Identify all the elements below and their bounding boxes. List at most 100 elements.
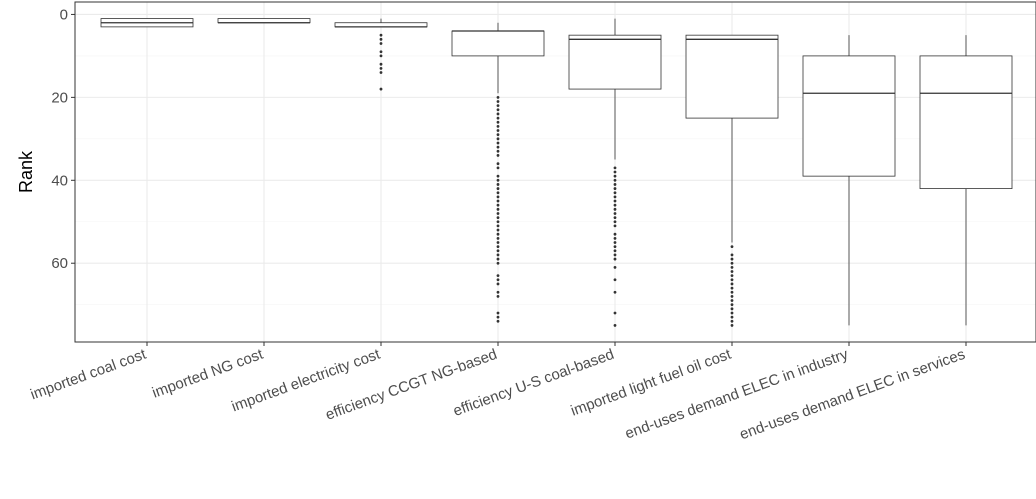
outlier-point	[496, 274, 500, 278]
outlier-point	[730, 282, 734, 286]
outlier-point	[613, 216, 617, 220]
outlier-point	[613, 265, 617, 269]
outlier-point	[496, 241, 500, 244]
outlier-point	[496, 232, 500, 236]
outlier-point	[613, 224, 617, 228]
outlier-point	[496, 245, 500, 249]
outlier-point	[496, 212, 500, 215]
outlier-point	[496, 162, 500, 166]
outlier-point	[730, 257, 734, 261]
outlier-point	[613, 253, 617, 257]
outlier-point	[496, 199, 500, 203]
outlier-point	[613, 212, 617, 215]
outlier-point	[496, 166, 500, 170]
outlier-point	[613, 324, 617, 327]
outlier-point	[496, 261, 500, 265]
outlier-point	[496, 174, 500, 178]
outlier-point	[613, 257, 617, 261]
outlier-point	[496, 294, 500, 298]
outlier-point	[730, 311, 734, 315]
outlier-point	[613, 195, 617, 199]
outlier-point	[613, 174, 617, 178]
box-group	[451, 22, 545, 323]
box-group	[802, 35, 896, 326]
outlier-point	[496, 224, 500, 228]
box-iqr	[568, 34, 662, 90]
outlier-point	[496, 216, 500, 220]
outlier-point	[613, 245, 617, 249]
box-iqr	[451, 30, 545, 57]
outlier-point	[496, 108, 500, 112]
outlier-point	[496, 145, 500, 149]
outlier-point	[496, 116, 500, 120]
box-iqr	[919, 55, 1013, 189]
box-iqr	[802, 55, 896, 177]
y-tick-label: 40	[51, 172, 68, 189]
outlier-point	[496, 183, 500, 186]
outlier-point	[496, 129, 500, 132]
box-group	[685, 34, 779, 327]
y-tick-label: 60	[51, 255, 68, 272]
box-layer	[100, 18, 1013, 327]
outlier-point	[730, 324, 734, 327]
outlier-point	[496, 228, 500, 232]
outlier-point	[613, 187, 617, 190]
outlier-point	[730, 245, 734, 249]
outlier-point	[379, 62, 383, 66]
outlier-point	[496, 203, 500, 207]
outlier-point	[613, 290, 617, 294]
outlier-point	[730, 286, 734, 290]
outlier-point	[496, 319, 500, 323]
outlier-point	[496, 315, 500, 319]
outlier-point	[379, 42, 383, 45]
outlier-point	[379, 71, 383, 74]
outlier-point	[379, 50, 383, 54]
outlier-point	[496, 100, 500, 103]
panel-border	[74, 1, 1036, 343]
outlier-point	[613, 178, 617, 182]
outlier-point	[496, 282, 500, 286]
y-tick-label: 0	[60, 6, 68, 23]
outlier-point	[496, 278, 500, 282]
outlier-point	[730, 299, 734, 302]
outlier-point	[496, 104, 500, 108]
outlier-point	[496, 141, 500, 145]
outlier-point	[379, 87, 383, 91]
outlier-point	[730, 270, 734, 273]
outlier-point	[730, 294, 734, 298]
outlier-point	[613, 220, 617, 224]
outlier-point	[730, 261, 734, 265]
outlier-point	[496, 236, 500, 240]
outlier-point	[379, 54, 383, 58]
outlier-point	[496, 137, 500, 141]
y-tick-label: 20	[51, 89, 68, 106]
outlier-point	[613, 170, 617, 174]
outlier-point	[496, 133, 500, 137]
box-iqr	[685, 34, 779, 119]
outlier-point	[730, 253, 734, 257]
outlier-point	[379, 66, 383, 70]
box-group	[217, 18, 311, 24]
outlier-point	[730, 315, 734, 319]
box-group	[100, 18, 194, 28]
outlier-point	[613, 278, 617, 282]
outlier-point	[613, 207, 617, 211]
outlier-point	[496, 149, 500, 153]
outlier-point	[496, 187, 500, 190]
outlier-point	[613, 236, 617, 240]
outlier-point	[613, 249, 617, 253]
outlier-point	[496, 207, 500, 211]
outlier-point	[613, 199, 617, 203]
outlier-point	[496, 253, 500, 257]
outlier-point	[730, 290, 734, 294]
outlier-point	[613, 191, 617, 195]
outlier-point	[730, 307, 734, 311]
outlier-point	[730, 303, 734, 307]
box-group	[919, 35, 1013, 326]
outlier-point	[496, 195, 500, 199]
box-group	[334, 18, 428, 91]
y-axis-title: Rank	[16, 150, 36, 193]
outlier-point	[496, 311, 500, 315]
outlier-point	[496, 154, 500, 157]
